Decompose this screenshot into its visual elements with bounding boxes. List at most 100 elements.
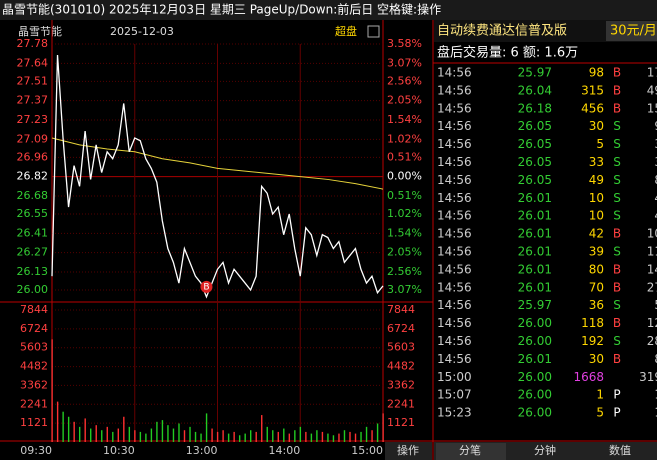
trade-time: 14:56	[437, 209, 472, 223]
price-tick-label: 26.55	[17, 207, 49, 220]
pct-tick-label: 0.00%	[387, 170, 422, 183]
trade-time: 14:56	[437, 334, 472, 348]
volume-bar	[321, 431, 324, 442]
trade-volume: 10	[589, 209, 604, 223]
volume-bar	[261, 415, 263, 442]
action-button[interactable]: 操作	[397, 443, 419, 457]
trade-price: 26.00	[518, 370, 552, 384]
trade-time: 15:00	[437, 370, 472, 384]
volume-bar	[277, 431, 279, 442]
trade-side: S	[613, 137, 621, 151]
pct-tick-label: 3.07%	[387, 283, 422, 296]
price-line	[51, 55, 384, 299]
time-label: 15:00	[351, 444, 383, 457]
pct-tick-label: 3.07%	[387, 56, 422, 69]
price-tick-label: 27.51	[17, 74, 49, 87]
trade-count: 1	[654, 406, 657, 420]
trade-time: 14:56	[437, 137, 472, 151]
volume-bar	[316, 430, 318, 442]
trade-count: 49	[647, 83, 657, 97]
trade-side: S	[613, 191, 621, 205]
volume-bar	[360, 431, 362, 442]
trade-volume: 456	[581, 101, 604, 115]
ad-text[interactable]: 自动续费通达信普及版	[437, 24, 567, 39]
vol-tick-label: 3362	[387, 378, 415, 391]
trade-price: 26.05	[518, 173, 552, 187]
volume-bar	[172, 428, 175, 442]
trade-side: S	[613, 298, 621, 312]
pct-tick-label: 1.54%	[387, 113, 422, 126]
volume-bar	[338, 433, 340, 442]
volume-bar	[294, 430, 296, 442]
trade-volume: 10	[589, 191, 604, 205]
volume-bar	[183, 430, 186, 442]
trade-count: 4	[654, 209, 657, 223]
pct-tick-label: 2.56%	[387, 265, 422, 278]
pct-tick-label: 0.51%	[387, 189, 422, 202]
pct-tick-label: 2.05%	[387, 246, 422, 259]
trade-volume: 70	[589, 280, 604, 294]
trade-count: 27	[647, 280, 657, 294]
trade-volume: 192	[581, 334, 604, 348]
volume-bar	[123, 416, 125, 442]
trade-time: 14:56	[437, 191, 472, 205]
vol-tick-label: 4482	[387, 360, 415, 373]
volume-bar	[156, 421, 158, 442]
pct-tick-label: 3.58%	[387, 37, 422, 50]
volume-bar	[365, 426, 368, 442]
trade-count: 5	[654, 298, 657, 312]
price-tick-label: 26.96	[17, 150, 49, 163]
trade-price: 26.05	[518, 119, 552, 133]
trade-side: B	[613, 262, 621, 276]
trade-count: 1	[654, 388, 657, 402]
price-tag[interactable]: 30元/月	[610, 24, 657, 39]
trade-count: 14	[647, 262, 657, 276]
volume-bar	[222, 430, 224, 442]
trade-count: 3	[654, 137, 657, 151]
trade-side: B	[613, 227, 621, 241]
trade-time: 15:07	[437, 388, 472, 402]
volume-bar	[288, 433, 291, 442]
trade-count: 17	[647, 66, 657, 80]
trade-time: 14:56	[437, 245, 472, 259]
trade-price: 26.01	[518, 352, 552, 366]
trade-time: 14:56	[437, 155, 472, 169]
trade-time: 14:56	[437, 227, 472, 241]
trade-count: 4	[654, 191, 657, 205]
tab[interactable]: 数值	[609, 444, 631, 457]
trade-time: 15:23	[437, 406, 472, 420]
vol-tick-label: 7844	[387, 303, 415, 316]
trade-volume: 5	[596, 137, 604, 151]
volume-bar	[78, 426, 81, 442]
tab[interactable]: 分笔	[459, 443, 481, 457]
trade-count: 8	[654, 352, 657, 366]
trade-side: S	[613, 119, 621, 133]
volume-bar	[178, 423, 180, 442]
trade-volume: 5	[596, 406, 604, 420]
vol-tick-label: 6724	[20, 322, 48, 335]
time-label: 09:30	[20, 444, 52, 457]
price-tag-bg	[606, 21, 657, 41]
price-tick-label: 26.82	[17, 170, 49, 183]
settings-icon[interactable]	[367, 25, 380, 38]
trade-count: 8	[654, 173, 657, 187]
trade-price: 26.00	[518, 316, 552, 330]
trade-time: 14:56	[437, 352, 472, 366]
trade-side: S	[613, 173, 621, 187]
mode-button[interactable]: 超盘	[335, 24, 357, 38]
trade-count: 12	[647, 316, 657, 330]
trade-price: 26.01	[518, 209, 552, 223]
volume-bar	[305, 431, 307, 442]
trade-volume: 33	[589, 155, 604, 169]
summary: 盘后交易量: 6 额: 1.6万	[437, 45, 578, 61]
volume-bar	[117, 428, 119, 442]
tab[interactable]: 分钟	[534, 443, 556, 457]
trade-side: S	[613, 245, 621, 259]
trade-volume: 80	[589, 262, 604, 276]
time-label: 14:00	[269, 444, 301, 457]
trade-price: 26.18	[518, 101, 552, 115]
volume-bar	[56, 401, 59, 442]
trade-volume: 36	[589, 298, 604, 312]
volume-bar	[255, 431, 257, 442]
